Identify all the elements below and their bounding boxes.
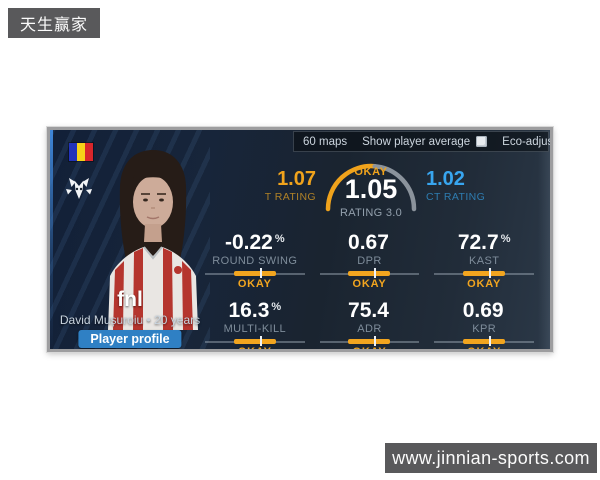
watermark-badge-bottom: www.jinnian-sports.com	[385, 443, 597, 473]
ct-rating-value: 1.02	[426, 168, 465, 190]
stat-round-swing: -0.22% ROUND SWING OKAY	[202, 228, 308, 290]
romania-flag-icon	[69, 143, 93, 161]
panel-right-sheen	[538, 130, 550, 349]
watermark-badge-top: 天生赢家	[8, 8, 100, 38]
stats-panel: 60 maps Show player average Eco-adjust s…	[200, 130, 550, 349]
t-rating-block: 1.07 T RATING	[258, 169, 316, 203]
stat-label: MULTI-KILL	[223, 323, 287, 335]
percent-suffix: %	[500, 233, 511, 245]
stat-meter	[202, 268, 308, 278]
rating-value: 1.05	[344, 174, 398, 204]
ct-rating-label: CT RATING	[426, 191, 486, 203]
stat-adr: 75.4 ADR OKAY	[317, 296, 423, 349]
eco-adjust-toggle[interactable]: Eco-adjust stats	[502, 136, 550, 148]
percent-suffix: %	[274, 233, 285, 245]
player-stats-card: fnl David Mușuroiu • 20 years Player pro…	[47, 127, 553, 352]
stat-meter	[431, 268, 537, 278]
stats-grid: -0.22% ROUND SWING OKAY 0.67 DPR OKAY 72…	[202, 228, 537, 349]
stat-value: 0.67	[348, 231, 389, 254]
rating-status: OKAY	[354, 166, 388, 178]
show-player-average-label: Show player average	[362, 135, 471, 148]
player-photo	[100, 148, 206, 330]
eco-adjust-label: Eco-adjust stats	[502, 135, 550, 148]
panel-edge-glow	[50, 130, 53, 349]
stat-kpr: 0.69 KPR OKAY	[431, 296, 537, 349]
stat-status: OKAY	[238, 346, 272, 349]
t-rating-label: T RATING	[264, 191, 316, 203]
team-logo-icon	[66, 178, 92, 200]
stat-label: DPR	[357, 255, 382, 267]
percent-suffix: %	[271, 301, 282, 313]
stat-multi-kill: 16.3% MULTI-KILL OKAY	[202, 296, 308, 349]
stat-value: 0.69	[462, 299, 504, 322]
player-profile-button[interactable]: Player profile	[78, 330, 182, 348]
stat-label: KPR	[472, 323, 497, 335]
stat-value: 72.7%	[457, 231, 511, 254]
stat-dpr: 0.67 DPR OKAY	[317, 228, 423, 290]
stat-status: OKAY	[353, 346, 387, 349]
stat-value: 75.4	[348, 299, 389, 322]
stat-value: 16.3%	[228, 299, 282, 322]
stat-kast: 72.7% KAST OKAY	[431, 228, 537, 290]
card-background: fnl David Mușuroiu • 20 years Player pro…	[50, 130, 550, 349]
rating-gauge: OKAY 1.05 RATING 3.0	[322, 160, 420, 224]
t-rating-value: 1.07	[277, 168, 316, 190]
stat-status: OKAY	[237, 278, 272, 290]
stat-meter	[202, 336, 308, 346]
stat-label: KAST	[468, 255, 500, 267]
rating-version-label: RATING 3.0	[339, 207, 403, 219]
rating-arc	[325, 163, 417, 212]
stat-status: OKAY	[467, 278, 502, 290]
show-player-average-toggle[interactable]: Show player average	[362, 135, 488, 148]
stat-status: OKAY	[467, 346, 501, 349]
stat-label: ADR	[357, 323, 382, 335]
stat-meter	[317, 268, 423, 278]
maps-filter-button[interactable]: 60 maps	[303, 135, 348, 148]
show-player-average-checkbox[interactable]	[476, 136, 488, 147]
stats-toolbar: 60 maps Show player average Eco-adjust s…	[293, 131, 550, 152]
stat-meter	[317, 336, 423, 346]
rating-gauge-row: 1.07 T RATING OKAY 1.05 RATING 3.0 1.02 …	[200, 160, 550, 224]
stat-status: OKAY	[352, 278, 387, 290]
stat-label: ROUND SWING	[212, 255, 298, 267]
ct-rating-block: 1.02 CT RATING	[426, 169, 492, 203]
stat-value: -0.22%	[225, 231, 285, 254]
stat-meter	[431, 336, 537, 346]
